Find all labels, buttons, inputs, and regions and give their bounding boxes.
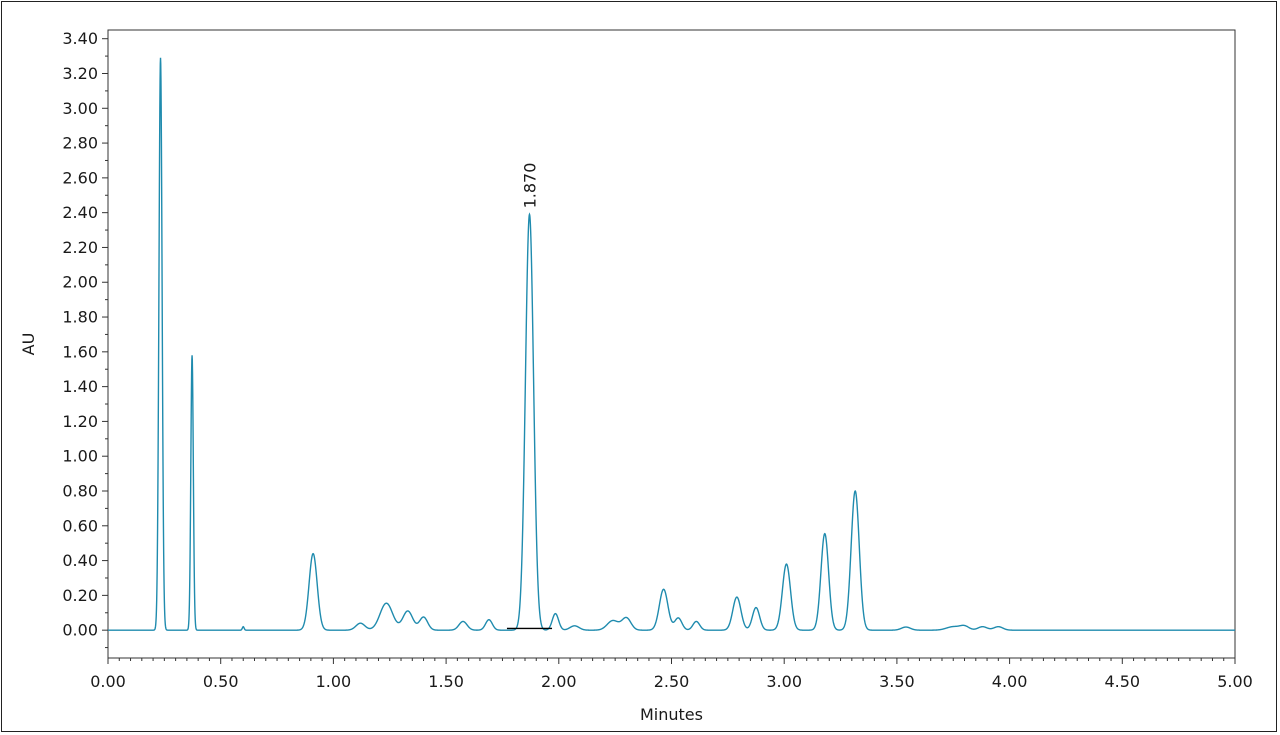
x-tick-label: 4.50: [1104, 672, 1140, 691]
y-tick-label: 1.00: [62, 447, 98, 466]
y-tick-label: 2.40: [62, 203, 98, 222]
y-tick-label: 1.60: [62, 342, 98, 361]
y-tick-label: 3.40: [62, 29, 98, 48]
y-tick-label: 0.60: [62, 516, 98, 535]
y-axis: 0.00 0.20 0.40 0.60 0.80 1.00 1.20 1.40 1.60 1.80…: [62, 29, 108, 649]
y-tick-label: 0.40: [62, 551, 98, 570]
y-tick-label: 3.20: [62, 64, 98, 83]
y-tick-label: 2.20: [62, 238, 98, 257]
x-tick-label: 1.50: [428, 672, 464, 691]
x-tick-label: 5.00: [1217, 672, 1253, 691]
y-tick-label: 0.20: [62, 586, 98, 605]
y-tick-label: 3.00: [62, 99, 98, 118]
x-tick-label: 3.50: [879, 672, 915, 691]
y-tick-label: 2.80: [62, 134, 98, 153]
y-tick-label: 2.60: [62, 168, 98, 187]
plot-area-border: [107, 29, 1236, 659]
x-tick-label: 2.50: [654, 672, 690, 691]
y-tick-label: 1.80: [62, 308, 98, 327]
x-axis-title: Minutes: [640, 705, 703, 724]
y-tick-label: 0.80: [62, 481, 98, 500]
y-axis-title: AU: [19, 333, 38, 356]
y-tick-label: 2.00: [62, 273, 98, 292]
x-tick-label: 1.00: [316, 672, 352, 691]
x-tick-label: 0.00: [90, 672, 126, 691]
peak-retention-time-label: 1.870: [520, 163, 539, 209]
y-tick-label: 0.00: [62, 621, 98, 640]
chromatogram-trace: [108, 57, 1235, 631]
x-tick-label: 4.00: [992, 672, 1028, 691]
y-tick-label: 1.20: [62, 412, 98, 431]
x-tick-label: 2.00: [541, 672, 577, 691]
y-tick-label: 1.40: [62, 377, 98, 396]
x-tick-label: 3.00: [766, 672, 802, 691]
x-tick-label: 0.50: [203, 672, 239, 691]
x-axis: 0.00 0.50 1.00 1.50 2.00 2.50 3.00 3.50 4.00 4.50…: [90, 658, 1253, 691]
